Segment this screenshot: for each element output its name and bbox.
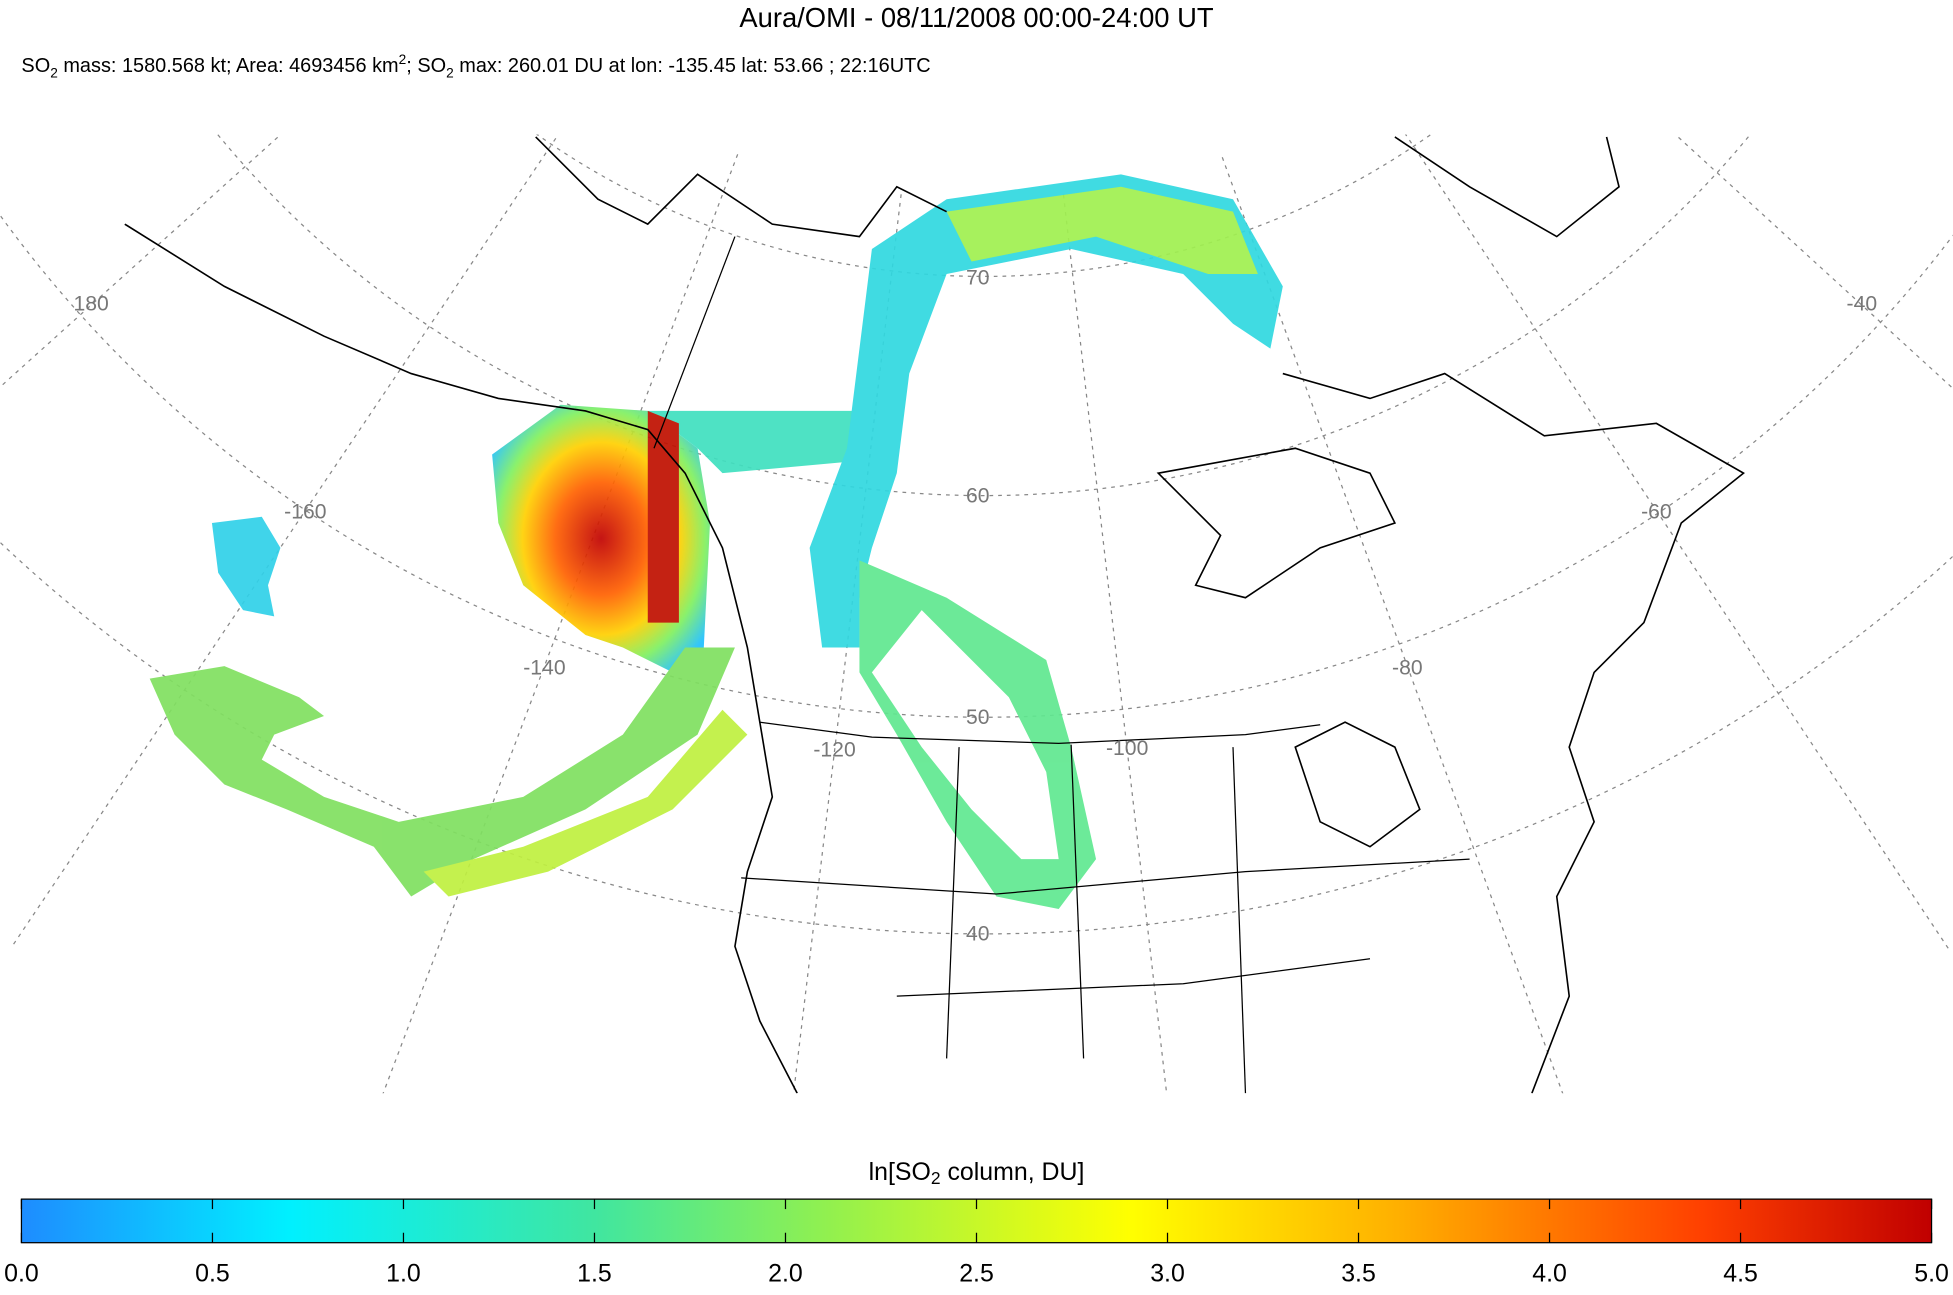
colorbar-tick-label: 1.5	[577, 1260, 612, 1288]
plume	[149, 174, 1283, 909]
colorbar-tick-label: 3.5	[1341, 1260, 1376, 1288]
latitude-label: 60	[966, 484, 990, 507]
title: Aura/OMI - 08/11/2008 00:00-24:00 UT	[739, 2, 1214, 33]
longitude-label: -60	[1641, 501, 1672, 524]
latitude-label: 50	[966, 706, 990, 729]
subtitle-part: mass: 1580.568 kt; Area: 4693456 km	[58, 56, 399, 78]
colorbar-tick-label: 1.0	[386, 1260, 421, 1288]
longitude-label: -160	[284, 501, 326, 524]
subtitle-part: ; SO	[406, 56, 446, 78]
colorbar-tick-label: 5.0	[1914, 1260, 1949, 1288]
longitude-label: -80	[1392, 656, 1423, 679]
latitude-line	[217, 134, 1751, 496]
colorbar-tick-label: 0.5	[195, 1260, 230, 1288]
latitude-line	[0, 214, 1953, 718]
subtitle: SO2 mass: 1580.568 kt; Area: 4693456 km2…	[21, 51, 930, 80]
meridian-line	[10, 134, 560, 949]
longitude-label: -100	[1106, 737, 1148, 760]
map: 180 -160 -140 -120 -100 -80 -60 -40 70 6…	[0, 134, 1953, 1094]
meridian-line	[1674, 134, 1953, 390]
meridian-line	[792, 194, 902, 1094]
meridian-line	[1062, 194, 1168, 1094]
meridian-line	[1404, 134, 1952, 953]
colorbar-label-part: ln[SO	[869, 1158, 931, 1186]
colorbar-ticks: 0.0 0.5 1.0 1.5 2.0 2.5 3.0 3.5 4.0 4.5 5.0	[4, 1199, 1949, 1288]
colorbar-tick-label: 0.0	[4, 1260, 39, 1288]
meridian-line	[1221, 157, 1564, 1094]
colorbar-tick-label: 3.0	[1150, 1260, 1185, 1288]
subscript: 2	[50, 65, 58, 80]
superscript: 2	[399, 51, 407, 66]
subtitle-part: max: 260.01 DU at lon: -135.45 lat: 53.6…	[454, 56, 931, 78]
graticule-labels: 180 -160 -140 -120 -100 -80 -60 -40 70 6…	[74, 267, 1878, 946]
colorbar-tick-label: 2.5	[959, 1260, 994, 1288]
subscript: 2	[446, 65, 454, 80]
borders	[653, 236, 1470, 1094]
longitude-label: 180	[74, 293, 109, 316]
coastlines	[124, 136, 1745, 1094]
longitude-label: -40	[1847, 293, 1878, 316]
subtitle-part: SO	[21, 56, 50, 78]
subscript: 2	[931, 1168, 941, 1188]
colorbar-tick-label: 4.5	[1723, 1260, 1758, 1288]
colorbar-label: ln[SO2 column, DU]	[869, 1158, 1085, 1188]
latitude-line	[0, 541, 1953, 935]
colorbar-tick-label: 4.0	[1532, 1260, 1567, 1288]
latitude-label: 40	[966, 923, 990, 946]
longitude-label: -120	[813, 738, 855, 761]
latitude-label: 70	[966, 267, 990, 290]
colorbar-tick-label: 2.0	[768, 1260, 803, 1288]
longitude-label: -140	[523, 656, 565, 679]
colorbar-label-part: column, DU]	[941, 1158, 1085, 1186]
